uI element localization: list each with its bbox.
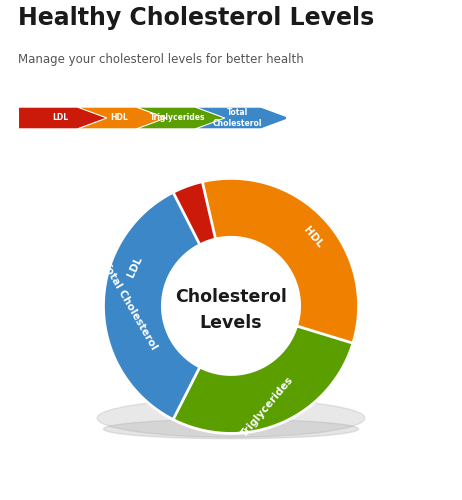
- Circle shape: [164, 239, 298, 372]
- Text: LDL: LDL: [52, 114, 68, 122]
- Text: Levels: Levels: [200, 314, 262, 332]
- Text: Cholesterol: Cholesterol: [175, 288, 287, 306]
- Text: Healthy Cholesterol Levels: Healthy Cholesterol Levels: [18, 6, 375, 30]
- Text: Total Cholesterol: Total Cholesterol: [101, 260, 159, 352]
- Polygon shape: [202, 178, 359, 356]
- Polygon shape: [103, 180, 223, 384]
- Text: Triglycerides: Triglycerides: [240, 374, 296, 439]
- Text: HDL: HDL: [302, 224, 325, 250]
- Polygon shape: [103, 192, 200, 420]
- Polygon shape: [18, 107, 114, 129]
- Text: HDL: HDL: [110, 114, 128, 122]
- Ellipse shape: [103, 420, 359, 438]
- Text: Triglycerides: Triglycerides: [150, 114, 206, 122]
- Text: Total
Cholesterol: Total Cholesterol: [212, 108, 262, 128]
- Polygon shape: [162, 326, 353, 434]
- Polygon shape: [78, 107, 172, 129]
- Polygon shape: [195, 107, 291, 129]
- Text: LDL: LDL: [126, 255, 144, 279]
- Polygon shape: [136, 107, 231, 129]
- Ellipse shape: [97, 399, 365, 438]
- Text: Manage your cholesterol levels for better health: Manage your cholesterol levels for bette…: [18, 53, 304, 66]
